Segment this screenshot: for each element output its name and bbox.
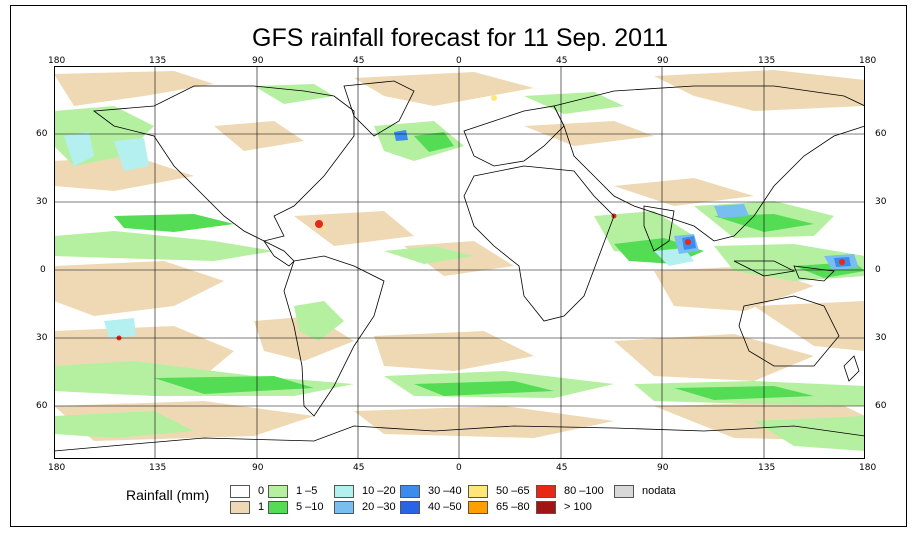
- legend-label: 1 –5: [296, 485, 318, 497]
- rainfall-map: [54, 66, 865, 459]
- legend-label: 80 –100: [564, 485, 604, 497]
- legend-label: 1: [258, 501, 265, 513]
- coastlines: [54, 80, 865, 452]
- lat-label-right: 60: [875, 129, 887, 139]
- legend-swatch: [468, 485, 488, 498]
- rain-50-65mm-regions: [322, 95, 497, 230]
- lon-label-bottom: 90: [657, 463, 669, 473]
- lon-label-top: 180: [859, 56, 877, 66]
- lat-label-right: 30: [875, 197, 887, 207]
- lon-label-bottom: 135: [149, 463, 167, 473]
- legend-swatch: [468, 501, 488, 514]
- lon-label-bottom: 45: [556, 463, 568, 473]
- legend-swatch: [230, 485, 250, 498]
- rain-5-10mm-regions: [114, 132, 865, 400]
- legend-swatch: [536, 485, 556, 498]
- map-title: GFS rainfall forecast for 11 Sep. 2011: [252, 24, 668, 52]
- legend-label: > 100: [564, 501, 592, 513]
- lon-label-bottom: 0: [456, 463, 462, 473]
- lon-label-top: 45: [353, 56, 365, 66]
- legend-label: 40 –50: [428, 501, 462, 513]
- lon-label-bottom: 135: [758, 463, 776, 473]
- lon-label-top: 135: [758, 56, 776, 66]
- lon-label-bottom: 45: [353, 463, 365, 473]
- legend-label: 5 –10: [296, 501, 324, 513]
- graticule: [54, 66, 865, 459]
- legend-label: nodata: [642, 485, 676, 497]
- lon-label-top: 45: [556, 56, 568, 66]
- legend-swatch: [268, 485, 288, 498]
- lon-label-top: 90: [657, 56, 669, 66]
- lon-label-top: 135: [149, 56, 167, 66]
- lat-label-right: 30: [875, 333, 887, 343]
- lat-label-left: 30: [36, 197, 48, 207]
- legend-swatch: [400, 501, 420, 514]
- lat-label-left: 30: [36, 333, 48, 343]
- legend-swatch: [536, 501, 556, 514]
- lon-label-top: 90: [252, 56, 264, 66]
- legend-label: 65 –80: [496, 501, 530, 513]
- legend-swatch: [230, 501, 250, 514]
- lat-label-left: 60: [36, 401, 48, 411]
- legend-label: 10 –20: [362, 485, 396, 497]
- lat-label-left: 60: [36, 129, 48, 139]
- lat-label-left: 0: [40, 265, 46, 275]
- lat-label-right: 0: [875, 265, 881, 275]
- legend-swatch: [268, 501, 288, 514]
- lat-label-right: 60: [875, 401, 887, 411]
- legend-label: 0: [258, 485, 265, 497]
- figure-frame: [10, 5, 907, 527]
- legend-title: Rainfall (mm): [126, 487, 210, 503]
- lon-label-top: 0: [456, 56, 462, 66]
- legend-label: 50 –65: [496, 485, 530, 497]
- lon-label-top: 180: [48, 56, 66, 66]
- lon-label-bottom: 180: [859, 463, 877, 473]
- legend-swatch: [334, 501, 354, 514]
- lon-label-bottom: 90: [252, 463, 264, 473]
- legend-swatch: [400, 485, 420, 498]
- legend-label: 30 –40: [428, 485, 462, 497]
- legend-swatch: [334, 485, 354, 498]
- legend-label: 20 –30: [362, 501, 396, 513]
- lon-label-bottom: 180: [48, 463, 66, 473]
- rain-30-50mm-regions: [394, 130, 851, 267]
- legend-swatch: [614, 485, 634, 498]
